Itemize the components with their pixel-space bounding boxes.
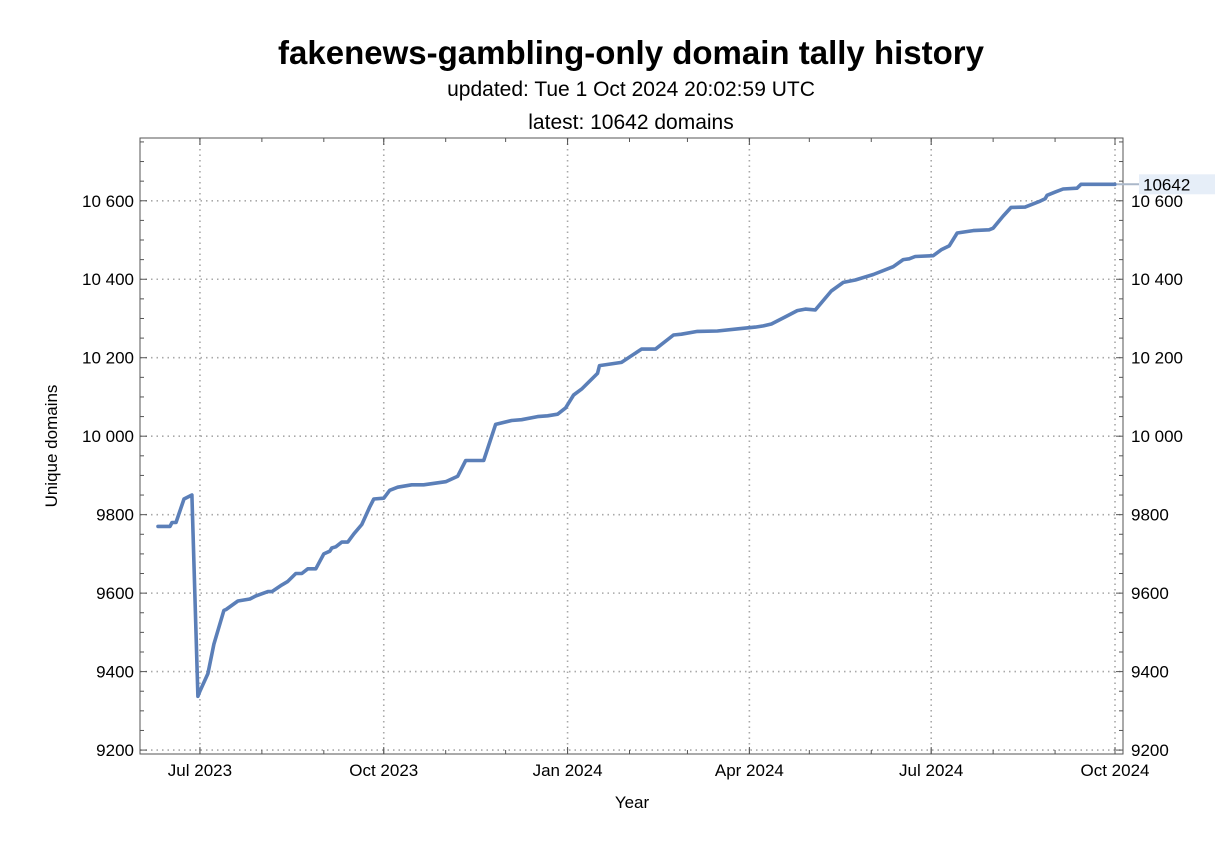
- latest-value-box: [1139, 174, 1215, 195]
- chart-subtitle-latest: latest: 10642 domains: [528, 111, 733, 134]
- grid-lines: [140, 138, 1123, 754]
- chart-title: fakenews-gambling-only domain tally hist…: [278, 34, 985, 71]
- y-tick-label-left: 9800: [96, 506, 134, 525]
- y-tick-label-left: 9600: [96, 584, 134, 603]
- x-tick-label: Apr 2024: [715, 761, 784, 780]
- x-tick-label: Oct 2023: [349, 761, 418, 780]
- x-tick-label: Jul 2024: [899, 761, 963, 780]
- x-axis-label: Year: [615, 793, 650, 812]
- y-axis-label: Unique domains: [42, 385, 61, 508]
- latest-value-label: 10642: [1143, 175, 1190, 194]
- x-tick-labels: Jul 2023 Oct 2023 Jan 2024 Apr 2024 Jul 2024…: [168, 761, 1150, 780]
- y-tick-label-left: 10 200: [82, 349, 134, 368]
- y-tick-labels: 9200 9200 9400 9400 9600 9600 9800 9800 10 000 10…: [82, 192, 1183, 760]
- y-tick-label-right: 10 600: [1131, 192, 1183, 211]
- series-line: [156, 182, 1117, 699]
- y-tick-label-right: 10 200: [1131, 349, 1183, 368]
- x-tick-label: Jul 2023: [168, 761, 232, 780]
- y-tick-label-right: 9200: [1131, 741, 1169, 760]
- chart-subtitle-updated: updated: Tue 1 Oct 2024 20:02:59 UTC: [447, 78, 815, 101]
- y-tick-label-right: 10 400: [1131, 270, 1183, 289]
- x-tick-label: Jan 2024: [533, 761, 603, 780]
- y-tick-label-left: 10 600: [82, 192, 134, 211]
- y-tick-label-right: 9800: [1131, 506, 1169, 525]
- y-tick-label-left: 10 000: [82, 427, 134, 446]
- y-tick-label-left: 9200: [96, 741, 134, 760]
- y-tick-label-right: 10 000: [1131, 427, 1183, 446]
- y-tick-label-right: 9600: [1131, 584, 1169, 603]
- x-tick-label: Oct 2024: [1081, 761, 1150, 780]
- y-tick-label-left: 10 400: [82, 270, 134, 289]
- plot-frame: [139, 137, 1124, 755]
- axis-ticks: [139, 138, 1123, 754]
- y-tick-label-right: 9400: [1131, 663, 1169, 682]
- y-tick-label-left: 9400: [96, 663, 134, 682]
- series-layer: 10642: [156, 174, 1215, 699]
